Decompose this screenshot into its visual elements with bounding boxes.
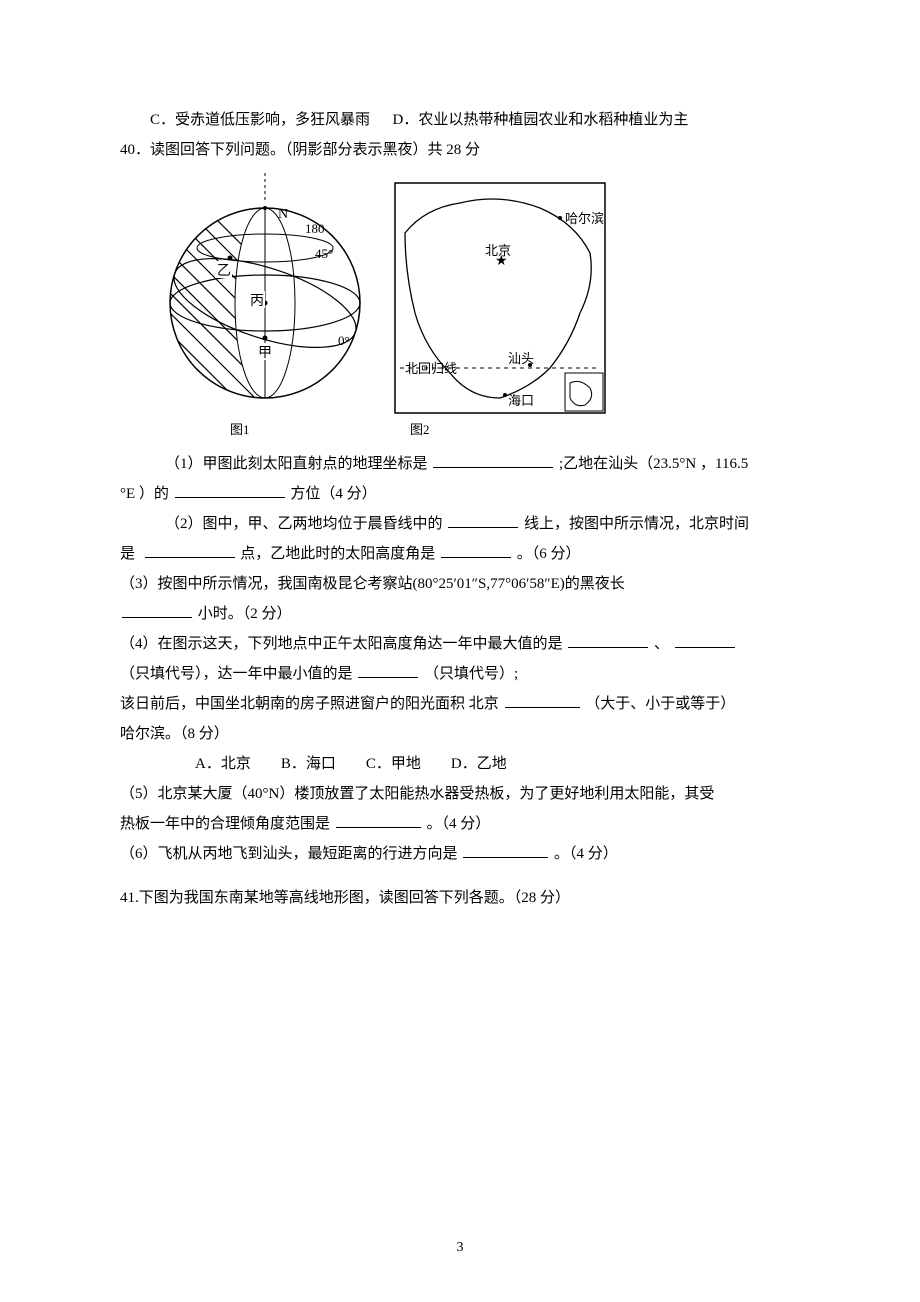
q40-stem: 40．读图回答下列问题。（阴影部分表示黑夜）共 28 分 xyxy=(120,135,800,165)
globe-label-eq: 0° xyxy=(338,333,350,348)
figure-2-caption: 图2 xyxy=(410,417,430,443)
q40-sub5-line2: 热板一年中的合理倾角度范围是 。（4 分） xyxy=(120,809,800,839)
blank-q40-5-range[interactable] xyxy=(336,811,421,829)
blank-q40-4-max1[interactable] xyxy=(568,631,648,649)
q40-sub1-line2: °E ）的 方位（4 分） xyxy=(120,479,800,509)
blank-q40-2-line[interactable] xyxy=(448,511,518,529)
q40-sub3-line2: 小时。（2 分） xyxy=(120,599,800,629)
q40-sub4-line4: 哈尔滨。（8 分） xyxy=(120,719,800,749)
blank-q40-1-direction[interactable] xyxy=(175,481,285,499)
globe-label-180: 180 xyxy=(305,221,325,236)
blank-q40-2-time[interactable] xyxy=(145,541,235,559)
spacer xyxy=(120,869,800,883)
q39-option-d: D．农业以热带种植园农业和水稻种植业为主 xyxy=(393,112,689,128)
blank-q40-2-angle[interactable] xyxy=(441,541,511,559)
figure-1-globe: N 180 45° 乙 丙 甲 0° 图1 xyxy=(160,173,370,443)
globe-label-45: 45° xyxy=(315,246,333,261)
blank-q40-6-direction[interactable] xyxy=(463,841,548,859)
q41-stem: 41.下图为我国东南某地等高线地形图，读图回答下列各题。（28 分） xyxy=(120,883,800,913)
blank-q40-4-min[interactable] xyxy=(358,661,418,679)
q40-sub6: （6）飞机从丙地飞到汕头，最短距离的行进方向是 。（4 分） xyxy=(120,839,800,869)
q40-sub2-line1: （2）图中，甲、乙两地均位于晨昏线中的 线上，按图中所示情况，北京时间 xyxy=(120,509,800,539)
q40-sub1-line1: （1）甲图此刻太阳直射点的地理坐标是 ;乙地在汕头（23.5°N ，116.5 xyxy=(120,449,800,479)
blank-q40-4-compare[interactable] xyxy=(505,691,580,709)
q40-sub4-choices: A．北京 B．海口 C．甲地 D．乙地 xyxy=(120,749,800,779)
exam-page: C．受赤道低压影响，多狂风暴雨 D．农业以热带种植园农业和水稻种植业为主 40．… xyxy=(0,0,920,1302)
q40-sub2-line2: 是 点，乙地此时的太阳高度角是 。（6 分） xyxy=(120,539,800,569)
q40-sub4-line1: （4）在图示这天，下列地点中正午太阳高度角达一年中最大值的是 、 xyxy=(120,629,800,659)
q39-options-cd: C．受赤道低压影响，多狂风暴雨 D．农业以热带种植园农业和水稻种植业为主 xyxy=(120,105,800,135)
blank-q40-1-coord[interactable] xyxy=(433,451,553,469)
svg-text:北回归线: 北回归线 xyxy=(405,361,457,376)
q40-choice-b: B．海口 xyxy=(281,756,336,772)
figure-1-caption: 图1 xyxy=(230,417,250,443)
q40-sub3-line1: （3）按图中所示情况，我国南极昆仑考察站(80°25′01″S,77°06′58… xyxy=(120,569,800,599)
q40-sub4-line2: （只填代号），达一年中最小值的是 （只填代号）; xyxy=(120,659,800,689)
q40-choice-a: A．北京 xyxy=(195,756,251,772)
globe-label-yi: 乙 xyxy=(217,263,231,279)
q40-sub4-line3: 该日前后，中国坐北朝南的房子照进窗户的阳光面积 北京 （大于、小于或等于） xyxy=(120,689,800,719)
figure-2-china-map: 哈尔滨 ★ 北京 北回归线 汕头 海口 图2 xyxy=(390,173,610,443)
q39-option-c: C．受赤道低压影响，多狂风暴雨 xyxy=(150,112,370,128)
q40-figure-block: N 180 45° 乙 丙 甲 0° 图1 xyxy=(160,173,610,443)
svg-text:北京: 北京 xyxy=(485,243,511,258)
q40-choice-d: D．乙地 xyxy=(451,756,507,772)
blank-q40-4-max2[interactable] xyxy=(675,631,735,649)
globe-label-jia: 甲 xyxy=(258,346,272,361)
blank-q40-3-hours[interactable] xyxy=(122,601,192,619)
svg-text:哈尔滨: 哈尔滨 xyxy=(565,211,604,226)
page-number: 3 xyxy=(0,1234,920,1262)
globe-label-bing: 丙 xyxy=(250,294,264,309)
q40-sub5-line1: （5）北京某大厦（40°N）楼顶放置了太阳能热水器受热板，为了更好地利用太阳能，… xyxy=(120,779,800,809)
globe-label-n: N xyxy=(278,207,288,222)
svg-text:海口: 海口 xyxy=(508,393,534,408)
q40-choice-c: C．甲地 xyxy=(366,756,421,772)
svg-text:汕头: 汕头 xyxy=(508,351,534,366)
